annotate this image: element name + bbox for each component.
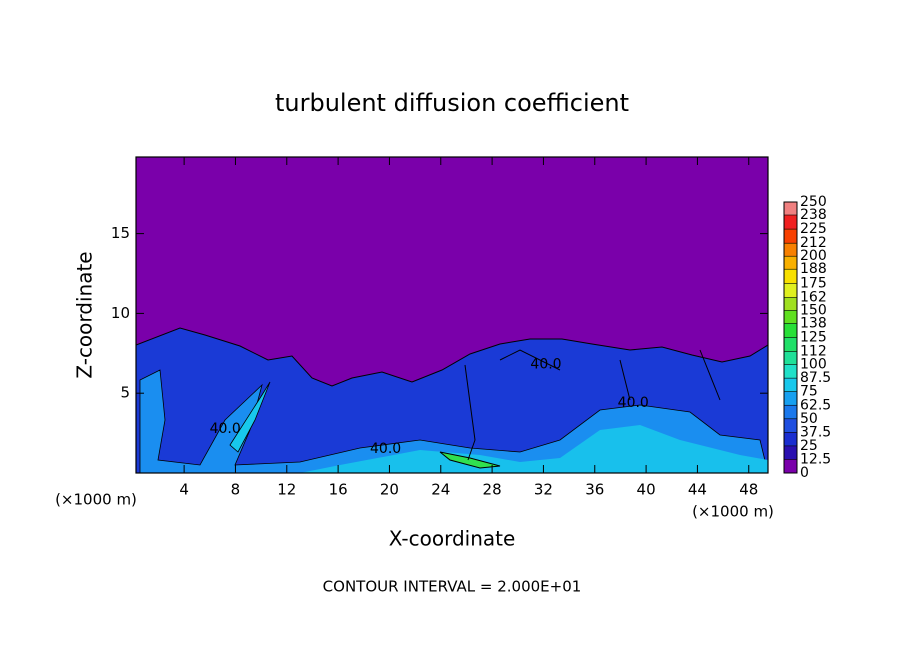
colorbar-label: 87.5 bbox=[800, 370, 831, 386]
x-tick-label: 8 bbox=[231, 481, 241, 499]
x-tick-label: 16 bbox=[329, 481, 348, 499]
colorbar-swatch bbox=[784, 310, 797, 324]
x-tick-label: 36 bbox=[585, 481, 604, 499]
y-tick-label: 15 bbox=[111, 224, 130, 242]
colorbar-swatch bbox=[784, 364, 797, 379]
colorbar-label: 250 bbox=[800, 194, 827, 210]
x-tick-label: 40 bbox=[637, 481, 656, 499]
x-tick-label: 20 bbox=[380, 481, 399, 499]
colorbar-swatch bbox=[784, 269, 797, 284]
x-axis-label: X-coordinate bbox=[389, 527, 516, 551]
x-tick-label: 44 bbox=[688, 481, 707, 499]
colorbar-label: 62.5 bbox=[800, 397, 831, 413]
plot-frame bbox=[135, 156, 769, 474]
colorbar-label: 112 bbox=[800, 344, 827, 360]
colorbar-swatch bbox=[784, 297, 797, 311]
colorbar-label: 238 bbox=[800, 207, 827, 223]
colorbar-swatch bbox=[784, 243, 797, 257]
field-region bbox=[300, 425, 768, 473]
colorbar-swatch bbox=[784, 202, 797, 216]
colorbar-swatch bbox=[784, 405, 797, 419]
field bbox=[136, 157, 768, 473]
colorbar-swatch bbox=[784, 323, 797, 338]
field-region bbox=[439, 451, 501, 469]
x-tick-label: 12 bbox=[277, 481, 296, 499]
colorbar-label: 75 bbox=[800, 384, 818, 400]
x-tick-label: 32 bbox=[534, 481, 553, 499]
colorbar-label: 175 bbox=[800, 275, 827, 291]
colorbar-swatch bbox=[784, 418, 797, 433]
colorbar-swatch bbox=[784, 432, 797, 446]
y-tick-label: 5 bbox=[120, 384, 130, 402]
contour-label: 40.0 bbox=[370, 441, 401, 457]
colorbar-label: 0 bbox=[800, 465, 809, 481]
contour-label: 40.0 bbox=[210, 421, 241, 437]
colorbar-swatch bbox=[784, 215, 797, 230]
x-tick-label: 28 bbox=[483, 481, 502, 499]
colorbar-label: 125 bbox=[800, 330, 827, 346]
colorbar-swatch bbox=[784, 283, 797, 298]
colorbar-label: 37.5 bbox=[800, 424, 831, 440]
colorbar-label: 200 bbox=[800, 248, 827, 264]
colorbar-label: 150 bbox=[800, 302, 827, 318]
colorbar-swatch bbox=[784, 445, 797, 460]
colorbar-label: 12.5 bbox=[800, 451, 831, 467]
colorbar-swatch bbox=[784, 459, 797, 473]
x-tick-label: 24 bbox=[431, 481, 450, 499]
x-unit-label: (×1000 m) bbox=[55, 491, 137, 509]
colorbar-label: 162 bbox=[800, 289, 827, 305]
x-unit-label: (×1000 m) bbox=[692, 503, 774, 521]
chart-title: turbulent diffusion coefficient bbox=[275, 89, 629, 117]
colorbar-label: 25 bbox=[800, 438, 818, 454]
y-tick-label: 10 bbox=[111, 304, 130, 322]
y-axis-label: Z-coordinate bbox=[73, 251, 97, 378]
colorbar-swatch bbox=[784, 256, 797, 270]
colorbar-swatch bbox=[784, 351, 797, 365]
footnote: CONTOUR INTERVAL = 2.000E+01 bbox=[323, 578, 582, 596]
colorbar-label: 212 bbox=[800, 235, 827, 251]
contour-line bbox=[464, 349, 721, 461]
colorbar-label: 50 bbox=[800, 411, 818, 427]
field-region bbox=[229, 381, 271, 453]
contour-label: 40.0 bbox=[530, 356, 561, 372]
colorbar-swatch bbox=[784, 229, 797, 244]
x-tick-label: 48 bbox=[739, 481, 758, 499]
colorbar-label: 100 bbox=[800, 357, 827, 373]
colorbar-label: 138 bbox=[800, 315, 827, 331]
colorbar-label: 188 bbox=[800, 261, 827, 277]
contour-label: 40.0 bbox=[618, 395, 649, 411]
colorbar-swatch bbox=[784, 391, 797, 406]
colorbar-swatch bbox=[784, 337, 797, 352]
colorbar-swatch bbox=[784, 378, 797, 392]
colorbar-label: 225 bbox=[800, 221, 827, 237]
x-tick-label: 4 bbox=[179, 481, 189, 499]
